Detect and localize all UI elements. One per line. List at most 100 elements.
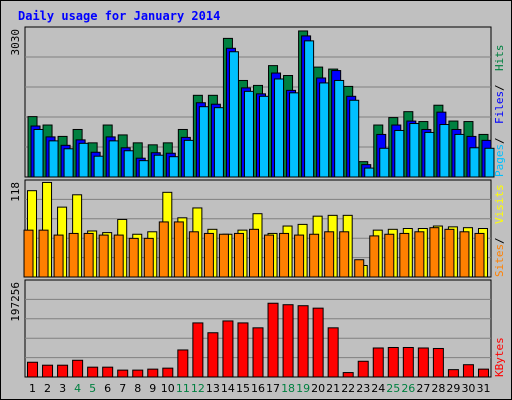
bar-sites-day-7: [113, 234, 124, 278]
bar-sites-day-11: [173, 221, 184, 278]
bar-pages-day-31: [484, 147, 495, 178]
bar-kbytes-day-8: [132, 369, 144, 378]
bar-pages-day-1: [33, 128, 44, 178]
bar-pages-day-27: [424, 131, 435, 178]
bar-kbytes-day-3: [57, 364, 69, 378]
x-tick-label-day-3: 3: [59, 382, 66, 395]
bar-kbytes-day-31: [477, 368, 489, 378]
x-tick-label-day-13: 13: [206, 382, 220, 395]
bar-sites-day-1: [23, 229, 34, 278]
bar-pages-day-8: [138, 160, 149, 178]
bar-kbytes-day-14: [222, 320, 234, 378]
bar-kbytes-day-2: [42, 364, 54, 378]
panel-visits_sites: 118 Sites / Visits: [9, 179, 506, 278]
bar-sites-day-30: [459, 231, 470, 278]
panel-hits_files_pages: 3030 Pages / Files / Hits: [9, 26, 506, 178]
bar-sites-day-4: [68, 232, 79, 278]
bar-kbytes-day-23: [357, 360, 369, 378]
x-tick-label-day-1: 1: [29, 382, 36, 395]
bar-kbytes-day-24: [372, 347, 384, 378]
x-tick-label-day-31: 31: [476, 382, 490, 395]
x-tick-label-day-10: 10: [161, 382, 175, 395]
x-tick-label-day-6: 6: [104, 382, 111, 395]
bar-pages-day-23: [364, 167, 375, 178]
bar-sites-day-19: [294, 234, 305, 278]
bar-sites-day-25: [384, 233, 395, 278]
bar-pages-day-10: [168, 156, 179, 178]
bar-kbytes-day-17: [267, 302, 279, 378]
bar-sites-day-14: [218, 233, 229, 278]
bar-pages-day-2: [48, 140, 59, 178]
bar-kbytes-day-6: [102, 366, 114, 378]
x-tick-label-day-23: 23: [356, 382, 370, 395]
bar-pages-day-5: [93, 155, 104, 178]
x-tick-label-day-19: 19: [296, 382, 310, 395]
bar-pages-day-3: [63, 148, 74, 178]
y-axis-max-label: 197256: [9, 282, 22, 322]
bar-sites-day-18: [279, 232, 290, 278]
legend-hits: Hits: [493, 45, 506, 72]
bar-sites-day-21: [324, 231, 335, 278]
x-tick-label-day-7: 7: [119, 382, 126, 395]
bar-kbytes-day-1: [27, 361, 39, 378]
x-tick-label-day-11: 11: [176, 382, 190, 395]
bar-pages-day-30: [469, 147, 480, 178]
legend-visits: Visits: [493, 184, 506, 224]
bar-pages-day-18: [289, 92, 300, 178]
x-tick-label-day-20: 20: [311, 382, 325, 395]
bar-kbytes-day-7: [117, 369, 129, 378]
bar-pages-day-12: [198, 106, 209, 178]
bar-pages-day-14: [228, 51, 239, 178]
chart-panels: 3030 Pages / Files / Hits 118 Sites / Visit…: [9, 26, 506, 378]
bar-kbytes-day-10: [162, 367, 174, 378]
bar-kbytes-day-29: [447, 369, 459, 378]
x-tick-label-day-24: 24: [371, 382, 385, 395]
x-tick-label-day-2: 2: [44, 382, 51, 395]
bar-pages-day-9: [153, 154, 164, 178]
x-tick-label-day-18: 18: [281, 382, 295, 395]
x-tick-label-day-4: 4: [74, 382, 81, 395]
bar-kbytes-day-11: [177, 349, 189, 378]
bar-pages-day-11: [183, 139, 194, 178]
bar-kbytes-day-25: [387, 346, 399, 378]
bar-sites-day-29: [444, 228, 455, 278]
bar-pages-day-13: [213, 107, 224, 178]
x-tick-label-day-28: 28: [431, 382, 445, 395]
bar-sites-day-5: [83, 232, 94, 278]
x-tick-label-day-25: 25: [386, 382, 400, 395]
bar-pages-day-29: [454, 133, 465, 178]
x-tick-label-day-8: 8: [134, 382, 141, 395]
bar-sites-day-28: [429, 227, 440, 278]
bar-kbytes-day-30: [462, 364, 474, 378]
legend-separator: /: [493, 84, 506, 91]
bar-sites-day-20: [309, 233, 320, 278]
legend-kbytes: KBytes: [493, 337, 506, 377]
bar-pages-day-24: [379, 147, 390, 178]
x-tick-label-day-16: 16: [251, 382, 265, 395]
x-axis-day-labels: 1 2 3 4 5 6 7 8 9 10 11 12 13 14 15 16 17 18 19 20 21 22 23 24 2…: [29, 382, 490, 395]
bar-kbytes-day-12: [192, 322, 204, 378]
bar-sites-day-16: [249, 228, 259, 278]
bar-kbytes-day-9: [147, 368, 159, 378]
legend-pages: Pages: [493, 144, 506, 177]
bar-kbytes-day-27: [417, 347, 429, 378]
x-tick-label-day-21: 21: [326, 382, 340, 395]
x-tick-label-day-27: 27: [416, 382, 430, 395]
bar-sites-day-2: [38, 229, 49, 278]
bar-sites-day-8: [128, 237, 139, 278]
bar-sites-day-13: [203, 232, 214, 278]
bar-pages-day-28: [439, 124, 450, 178]
bar-sites-day-24: [369, 235, 380, 278]
bar-pages-day-25: [394, 129, 405, 178]
legend-sites: Sites: [493, 244, 506, 277]
x-tick-label-day-12: 12: [191, 382, 205, 395]
bar-sites-day-10: [158, 221, 169, 278]
bar-kbytes-day-5: [87, 366, 99, 378]
y-axis-max-label: 118: [9, 182, 22, 202]
bar-sites-day-6: [98, 234, 109, 278]
bar-kbytes-day-21: [327, 327, 339, 378]
bar-kbytes-day-22: [342, 372, 354, 378]
y-axis-max-label: 3030: [9, 29, 22, 56]
bar-sites-day-22: [339, 231, 350, 278]
bar-pages-day-6: [108, 140, 119, 178]
